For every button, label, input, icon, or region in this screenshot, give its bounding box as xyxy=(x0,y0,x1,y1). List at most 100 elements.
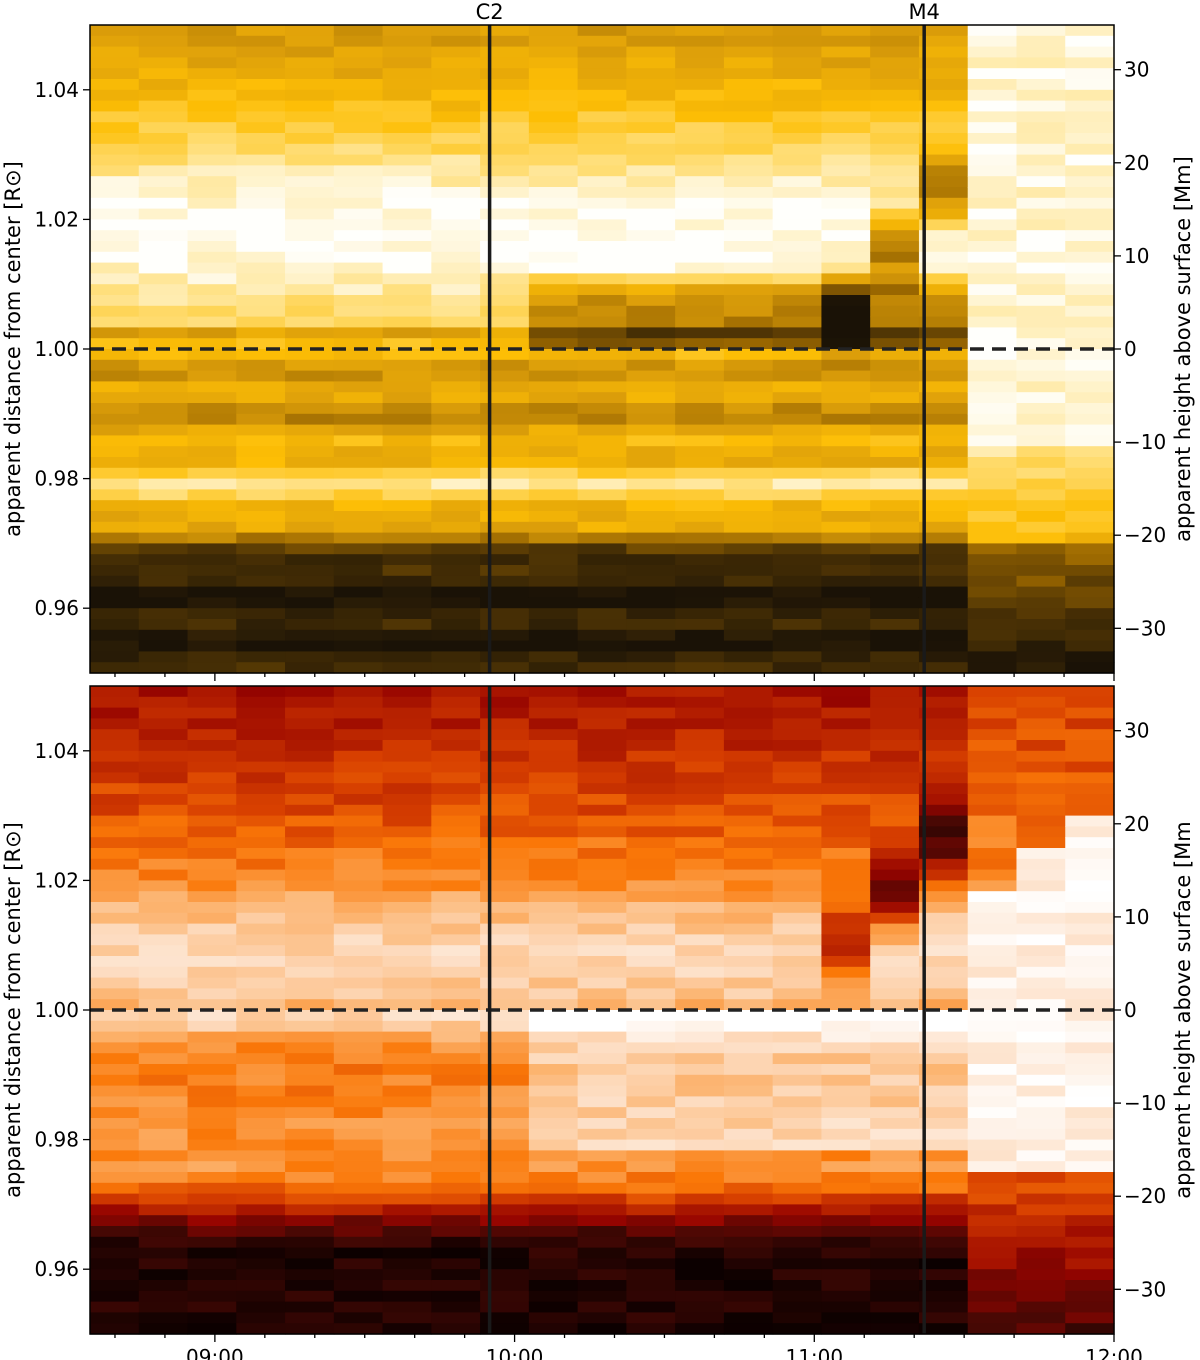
heatmap-cell xyxy=(285,424,335,436)
heatmap-cell xyxy=(626,122,676,134)
heatmap-cell xyxy=(918,35,969,48)
heatmap-cell xyxy=(382,489,432,501)
heatmap-cell xyxy=(821,1128,871,1141)
heatmap-cell xyxy=(431,446,481,458)
heatmap-cell xyxy=(333,707,384,719)
heatmap-cell xyxy=(480,999,530,1011)
heatmap-cell xyxy=(138,500,189,512)
heatmap-cell xyxy=(1016,251,1066,264)
heatmap-cell xyxy=(528,815,579,827)
heatmap-cell xyxy=(285,165,335,177)
heatmap-cell xyxy=(382,869,432,881)
heatmap-cell xyxy=(723,79,774,91)
heatmap-cell xyxy=(187,284,237,296)
heatmap-cell xyxy=(772,457,823,469)
heatmap-cell xyxy=(90,1031,140,1043)
heatmap-cell xyxy=(90,68,140,80)
heatmap-cell xyxy=(870,988,920,1000)
heatmap-cell xyxy=(821,1236,871,1249)
heatmap-cell xyxy=(431,750,481,763)
heatmap-cell xyxy=(821,392,871,404)
heatmap-cell xyxy=(382,359,432,372)
heatmap-cell xyxy=(90,858,140,871)
heatmap-cell xyxy=(528,176,579,188)
heatmap-cell xyxy=(382,729,432,741)
heatmap-cell xyxy=(1065,565,1115,577)
heatmap-cell xyxy=(285,826,335,838)
heatmap-cell xyxy=(90,543,140,555)
heatmap-cell xyxy=(577,478,627,490)
heatmap-cell xyxy=(333,57,384,69)
heatmap-cell xyxy=(870,1193,920,1205)
heatmap-cell xyxy=(1065,912,1115,925)
heatmap-cell xyxy=(577,858,627,871)
heatmap-cell xyxy=(138,945,189,957)
y2-tick-label: 20 xyxy=(1124,812,1149,836)
heatmap-cell xyxy=(1065,230,1115,242)
heatmap-cell xyxy=(382,219,432,231)
heatmap-cell xyxy=(236,1064,286,1076)
heatmap-cell xyxy=(772,1269,823,1281)
heatmap-cell xyxy=(382,111,432,123)
heatmap-cell xyxy=(723,446,774,458)
heatmap-cell xyxy=(918,122,969,134)
heatmap-cell xyxy=(723,403,774,415)
heatmap-cell xyxy=(870,316,920,328)
heatmap-cell xyxy=(333,1204,384,1216)
heatmap-cell xyxy=(967,1247,1018,1259)
heatmap-cell xyxy=(528,1323,579,1335)
y2-tick-label: −30 xyxy=(1124,1277,1166,1301)
heatmap-cell xyxy=(480,912,530,925)
heatmap-cell xyxy=(1065,1064,1115,1076)
heatmap-cell xyxy=(723,858,774,871)
heatmap-cell xyxy=(431,327,481,339)
heatmap-cell xyxy=(626,543,676,555)
heatmap-cell xyxy=(723,467,774,480)
heatmap-cell xyxy=(821,554,871,566)
heatmap-cell xyxy=(577,349,627,361)
heatmap-cell xyxy=(1016,966,1066,979)
heatmap-cell xyxy=(480,923,530,935)
heatmap-cell xyxy=(577,1161,627,1173)
heatmap-cell xyxy=(1065,1193,1115,1205)
heatmap-cell xyxy=(772,424,823,436)
heatmap-cell xyxy=(333,1290,384,1303)
heatmap-cell xyxy=(626,956,676,968)
heatmap-cell xyxy=(480,57,530,69)
heatmap-cell xyxy=(821,1280,871,1292)
heatmap-cell xyxy=(918,359,969,372)
heatmap-cell xyxy=(675,467,725,480)
heatmap-cell xyxy=(382,608,432,620)
heatmap-cell xyxy=(333,608,384,620)
heatmap-cell xyxy=(918,1172,969,1184)
heatmap-cell xyxy=(1016,424,1066,436)
heatmap-cell xyxy=(1065,761,1115,773)
heatmap-cell xyxy=(285,1193,335,1205)
heatmap-cell xyxy=(1016,902,1066,914)
heatmap-cell xyxy=(870,880,920,892)
heatmap-cell xyxy=(821,1258,871,1270)
heatmap-cell xyxy=(187,1085,237,1097)
heatmap-cell xyxy=(918,783,969,795)
heatmap-cell xyxy=(821,761,871,773)
heatmap-cell xyxy=(918,1064,969,1076)
heatmap-cell xyxy=(772,208,823,220)
heatmap-cell xyxy=(626,1139,676,1151)
heatmap-cell xyxy=(187,1226,237,1238)
heatmap-cell xyxy=(285,543,335,555)
heatmap-cell xyxy=(333,403,384,415)
heatmap-cell xyxy=(333,1031,384,1043)
heatmap-cell xyxy=(967,902,1018,914)
heatmap-cell xyxy=(138,338,189,350)
heatmap-cell xyxy=(90,1236,140,1249)
heatmap-cell xyxy=(285,640,335,652)
heatmap-cell xyxy=(528,1280,579,1292)
heatmap-cell xyxy=(431,46,481,58)
heatmap-cell xyxy=(187,729,237,741)
heatmap-cell xyxy=(772,532,823,544)
heatmap-cell xyxy=(772,554,823,566)
heatmap-cell xyxy=(967,305,1018,318)
heatmap-cell xyxy=(626,79,676,91)
heatmap-cell xyxy=(675,891,725,903)
heatmap-cell xyxy=(675,500,725,512)
